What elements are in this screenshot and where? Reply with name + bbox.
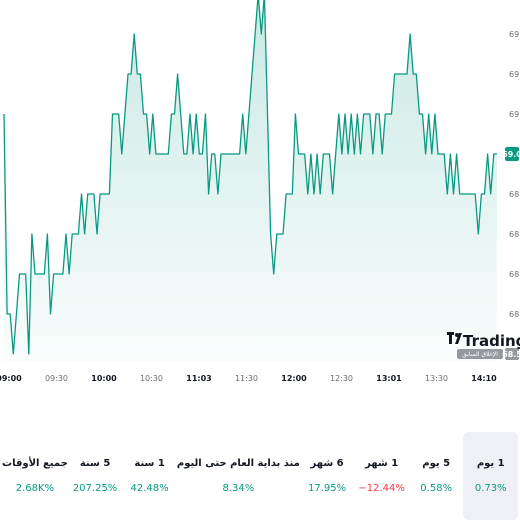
period-6[interactable]: 5 سنة 207.25% (68, 432, 123, 520)
period-label: 1 يوم (476, 458, 505, 469)
period-change: ‎−12.44% (358, 483, 405, 494)
period-4[interactable]: منذ بداية العام حتى اليوم 8.34% (177, 432, 300, 520)
current-price-value: 69.0 (502, 150, 520, 159)
x-tick-label: 11:30 (235, 374, 258, 383)
period-label: 5 سنة (79, 458, 111, 469)
current-price-tag (505, 147, 519, 161)
x-tick-label: 10:30 (140, 374, 163, 383)
tradingview-watermark: TradingView (447, 332, 520, 350)
prev-close-value: 68.5 (502, 350, 520, 359)
period-label: 5 يوم (422, 458, 451, 469)
period-7[interactable]: جميع الأوقات 2.68K% (2, 432, 68, 520)
period-label: 6 شهر (310, 458, 344, 469)
period-1[interactable]: 5 يوم 0.58% (409, 432, 464, 520)
period-change: 42.48% (130, 483, 169, 494)
x-tick-label: 11:03 (186, 374, 211, 383)
prev-close-badge (457, 349, 503, 359)
price-line (3, 0, 497, 355)
x-tick-label: 14:10 (471, 374, 497, 383)
period-label: 1 سنة (134, 458, 165, 469)
y-tick-label: 68.7 (509, 270, 520, 279)
x-tick-label: 10:00 (91, 374, 117, 383)
watermark-text: TradingView (463, 332, 520, 350)
chart-svg[interactable]: 69.3 69.2 69.1 68.9 68.8 68.7 68.6 09:00 09:30 1… (0, 0, 520, 395)
period-change: 0.58% (420, 483, 453, 494)
period-change: 207.25% (72, 483, 118, 494)
period-2[interactable]: 1 شهر ‎−12.44% (354, 432, 409, 520)
y-tick-label: 68.8 (509, 230, 520, 239)
period-label: جميع الأوقات (2, 458, 68, 469)
period-3[interactable]: 6 شهر 17.95% (300, 432, 355, 520)
performance-periods: 1 يوم 0.73% 5 يوم 0.58% 1 شهر ‎−12.44% 6 شهر 17… (0, 432, 520, 520)
prev-close-label: الإغلاق السابق (462, 351, 498, 358)
prev-close-tag (505, 348, 519, 360)
x-tick-label: 12:00 (281, 374, 307, 383)
period-change: 2.68K% (15, 483, 55, 494)
period-change: 0.73% (474, 483, 507, 494)
period-5[interactable]: 1 سنة 42.48% (122, 432, 177, 520)
y-tick-label: 68.6 (509, 310, 520, 319)
x-tick-label: 13:30 (425, 374, 448, 383)
y-tick-label: 68.9 (509, 190, 520, 199)
x-tick-label: 13:01 (376, 374, 402, 383)
y-tick-label: 69.3 (509, 30, 520, 39)
period-change: 8.34% (222, 483, 255, 494)
x-tick-label: 09:30 (45, 374, 68, 383)
x-tick-label: 09:00 (0, 374, 22, 383)
y-tick-label: 69.1 (509, 110, 520, 119)
period-label: منذ بداية العام حتى اليوم (176, 458, 300, 469)
price-area-fill (4, 0, 497, 362)
y-tick-label: 69.2 (509, 70, 520, 79)
period-label: 1 شهر (365, 458, 399, 469)
period-0[interactable]: 1 يوم 0.73% (463, 432, 518, 520)
price-chart[interactable]: 69.3 69.2 69.1 68.9 68.8 68.7 68.6 09:00 09:30 1… (0, 0, 520, 395)
x-tick-label: 12:30 (330, 374, 353, 383)
tradingview-logo-icon (447, 332, 462, 344)
period-change: 17.95% (308, 483, 347, 494)
